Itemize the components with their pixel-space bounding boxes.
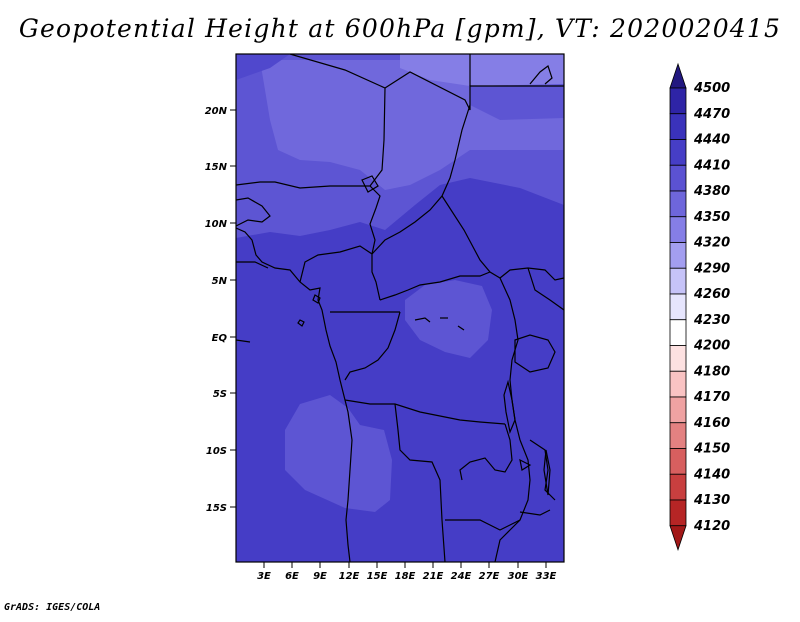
grads-credit: GrADS: IGES/COLA bbox=[4, 602, 101, 613]
colorbar-segment bbox=[669, 62, 687, 89]
colorbar-segment bbox=[669, 267, 687, 295]
field-4350-north bbox=[260, 58, 564, 190]
colorbar-segment bbox=[669, 319, 687, 346]
height-field bbox=[236, 54, 564, 562]
colorbar-segment bbox=[669, 525, 687, 552]
colorbar: 4500 4470 4440 4410 4380 4350 4320 4290 4260 4230… bbox=[669, 62, 730, 552]
colorbar-label: 4440 bbox=[693, 133, 730, 148]
colorbar-segment bbox=[669, 190, 687, 218]
colorbar-segment bbox=[669, 396, 687, 424]
colorbar-label: 4470 bbox=[693, 107, 730, 122]
colorbar-segment bbox=[669, 87, 687, 115]
lon-axis: 3E 6E 9E 12E 15E 18E 21E 24E 27E 30E 33E bbox=[257, 562, 557, 582]
lat-label: EQ bbox=[212, 333, 228, 344]
colorbar-label: 4160 bbox=[693, 416, 730, 431]
lon-label: 33E bbox=[536, 571, 557, 582]
lon-label: 30E bbox=[508, 571, 529, 582]
lat-label: 15S bbox=[206, 503, 227, 514]
colorbar-label: 4150 bbox=[693, 442, 730, 457]
lon-label: 15E bbox=[367, 571, 388, 582]
colorbar-label: 4180 bbox=[693, 364, 730, 379]
lon-label: 27E bbox=[479, 571, 500, 582]
colorbar-label: 4130 bbox=[693, 493, 730, 508]
colorbar-segment bbox=[669, 216, 687, 243]
colorbar-label: 4380 bbox=[693, 184, 730, 199]
colorbar-label: 4140 bbox=[693, 467, 730, 482]
lon-label: 12E bbox=[339, 571, 360, 582]
lat-label: 10N bbox=[205, 219, 228, 230]
colorbar-segment bbox=[669, 473, 687, 501]
lat-label: 20N bbox=[205, 106, 228, 117]
colorbar-segment bbox=[669, 370, 687, 398]
colorbar-label: 4260 bbox=[693, 287, 730, 302]
colorbar-label: 4120 bbox=[693, 519, 730, 534]
colorbar-segment bbox=[669, 293, 687, 321]
colorbar-label: 4290 bbox=[693, 261, 730, 276]
lon-label: 24E bbox=[451, 571, 472, 582]
colorbar-segment bbox=[669, 499, 687, 527]
colorbar-segment bbox=[669, 242, 687, 269]
coastlines-borders bbox=[236, 54, 564, 562]
lon-label: 9E bbox=[313, 571, 327, 582]
colorbar-label: 4350 bbox=[693, 210, 730, 225]
field-4320-north bbox=[400, 54, 564, 86]
field-4380-south bbox=[285, 395, 392, 512]
field-nw bbox=[236, 54, 290, 80]
colorbar-segment bbox=[669, 139, 687, 166]
lon-label: 3E bbox=[257, 571, 271, 582]
colorbar-segment bbox=[669, 113, 687, 140]
lon-label: 21E bbox=[423, 571, 444, 582]
colorbar-segment bbox=[669, 448, 687, 475]
colorbar-label: 4170 bbox=[693, 390, 730, 405]
lon-label: 6E bbox=[285, 571, 299, 582]
lat-label: 5S bbox=[213, 389, 227, 400]
colorbar-label: 4410 bbox=[693, 158, 730, 173]
colorbar-label: 4320 bbox=[693, 236, 730, 251]
colorbar-label: 4200 bbox=[693, 339, 730, 354]
colorbar-segment bbox=[669, 164, 687, 192]
lon-label: 18E bbox=[395, 571, 416, 582]
lat-label: 10S bbox=[206, 446, 227, 457]
map-title: Geopotential Height at 600hPa [gpm], VT:… bbox=[18, 14, 782, 43]
colorbar-segment bbox=[669, 422, 687, 449]
colorbar-segment bbox=[669, 345, 687, 372]
map-frame bbox=[235, 53, 565, 563]
lat-label: 15N bbox=[205, 162, 228, 173]
lat-axis: 20N 15N 10N 5N EQ 5S 10S 15S bbox=[205, 106, 236, 514]
lat-label: 5N bbox=[212, 276, 228, 287]
field-4380-central bbox=[405, 280, 492, 358]
colorbar-label: 4500 bbox=[693, 81, 730, 96]
colorbar-label: 4230 bbox=[693, 313, 730, 328]
